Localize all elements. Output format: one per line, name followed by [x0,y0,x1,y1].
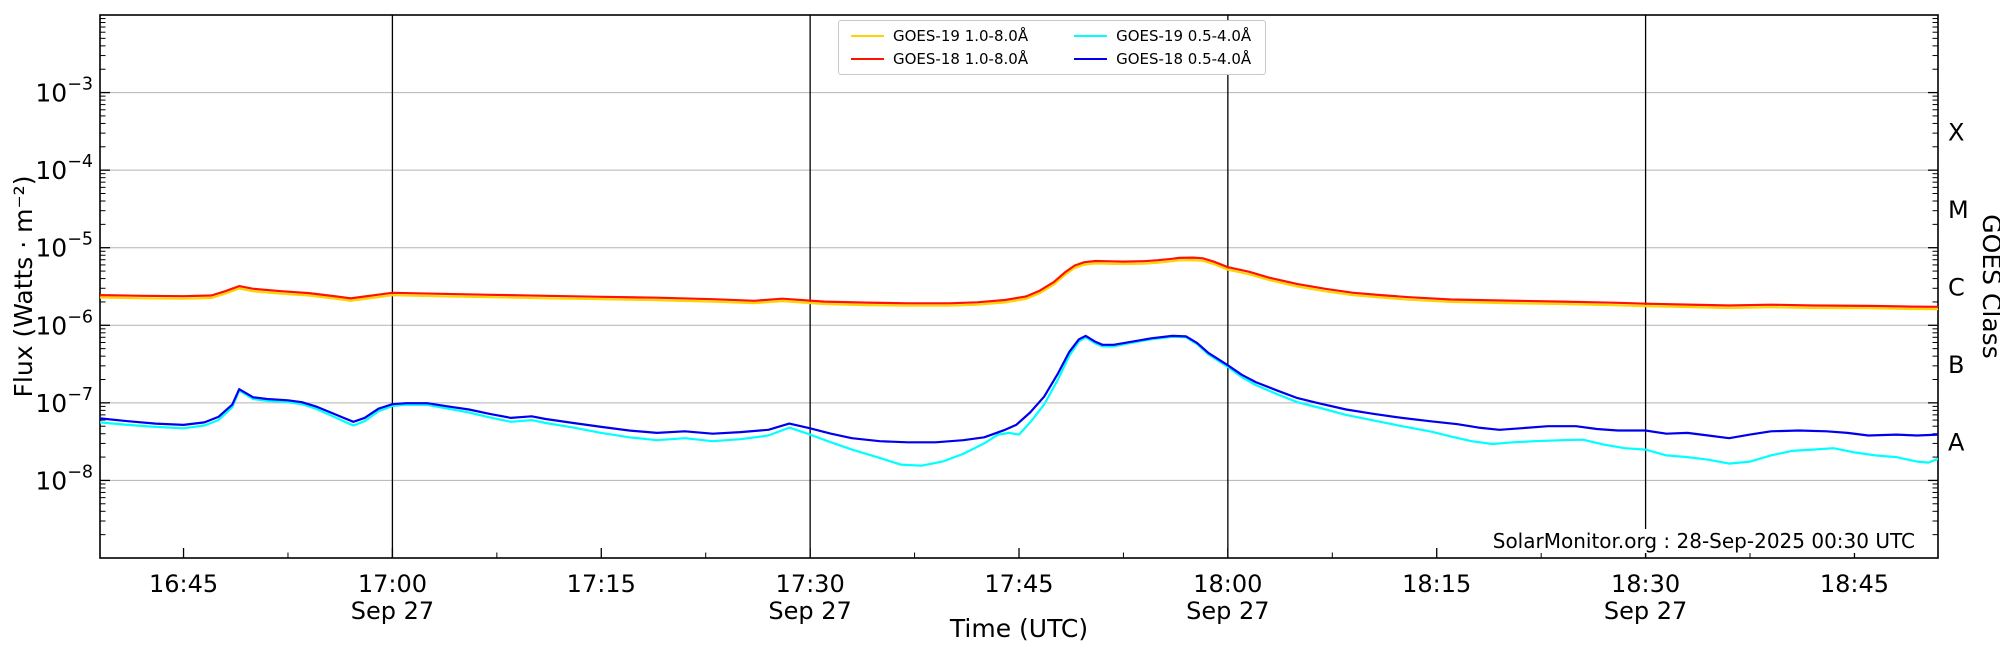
legend-label: GOES-18 0.5-4.0Å [1116,49,1252,68]
right-axis-title: GOES Class [1977,214,2000,358]
y-tick-label: 10−4 [35,152,93,185]
x-tick-label: 18:15 [1402,570,1471,598]
goes-class-letter: M [1948,196,1969,224]
legend-line-swatch [1074,35,1108,38]
x-tick-sublabel: Sep 27 [1186,597,1269,625]
legend-line-swatch [1074,57,1108,60]
x-tick-label: 18:00 [1193,570,1262,598]
x-tick-label: 17:15 [567,570,636,598]
y-tick-label: 10−6 [35,307,93,340]
legend-item-0: GOES-19 1.0-8.0Å [851,28,1028,45]
goes-class-letter: X [1948,118,1964,146]
legend-label: GOES-19 0.5-4.0Å [1116,27,1252,45]
legend: GOES-19 1.0-8.0Å GOES-18 1.0-8.0Å GOES-19 … [838,20,1267,75]
y-tick-label: 10−8 [35,462,93,495]
watermark: SolarMonitor.org : 28-Sep-2025 00:30 UTC [1489,529,1918,553]
series-line-goes-19-0-5-4-0- [100,335,1938,467]
x-tick-sublabel: Sep 27 [351,597,434,625]
goes-class-letter: C [1948,274,1965,302]
series-line-goes-18-0-5-4-0- [100,334,1938,444]
legend-label: GOES-19 1.0-8.0Å [893,27,1029,45]
y-tick-label: 10−3 [35,75,93,108]
x-tick-label: 17:45 [984,570,1053,598]
series-line-goes-18-1-0-8-0- [100,256,1938,308]
plot-border [99,14,1939,559]
y-axis-title: Flux (Watts · m⁻²) [9,176,38,398]
series-group [100,256,1938,467]
legend-item-1: GOES-18 1.0-8.0Å [851,49,1029,68]
x-tick-label: 18:30 [1611,570,1680,598]
goes-class-letter: B [1948,351,1964,379]
x-tick-label: 18:45 [1820,570,1889,598]
x-tick-label: 16:45 [149,570,218,598]
x-tick-label: 17:00 [358,570,427,598]
legend-line-swatch [851,57,884,60]
x-tick-sublabel: Sep 27 [1604,597,1687,625]
x-tick-label: 17:30 [776,570,845,598]
goes-class-letter: A [1948,429,1965,457]
legend-item-2: GOES-19 0.5-4.0Å [1074,28,1251,45]
y-tick-label: 10−5 [35,230,93,263]
legend-line-swatch [851,35,884,38]
series-line-goes-19-1-0-8-0- [100,259,1938,311]
y-tick-label: 10−7 [35,385,93,418]
legend-item-3: GOES-18 0.5-4.0Å [1074,49,1252,68]
x-axis-title: Time (UTC) [949,614,1088,643]
legend-label: GOES-18 1.0-8.0Å [893,49,1029,68]
x-tick-sublabel: Sep 27 [768,597,851,625]
